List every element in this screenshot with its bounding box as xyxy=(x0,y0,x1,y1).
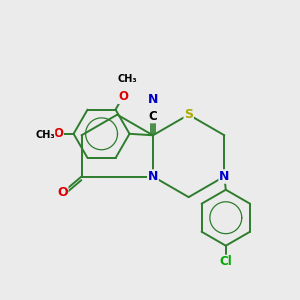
Text: O: O xyxy=(57,186,68,199)
Text: N: N xyxy=(219,170,230,183)
Text: CH₃: CH₃ xyxy=(35,130,55,140)
Text: S: S xyxy=(184,108,193,121)
Text: N: N xyxy=(148,93,158,106)
Text: N: N xyxy=(148,170,158,183)
Text: C: C xyxy=(148,110,157,123)
Text: CH₃: CH₃ xyxy=(118,74,137,84)
Text: O: O xyxy=(53,127,63,140)
Text: Cl: Cl xyxy=(219,255,232,268)
Text: O: O xyxy=(118,90,128,103)
